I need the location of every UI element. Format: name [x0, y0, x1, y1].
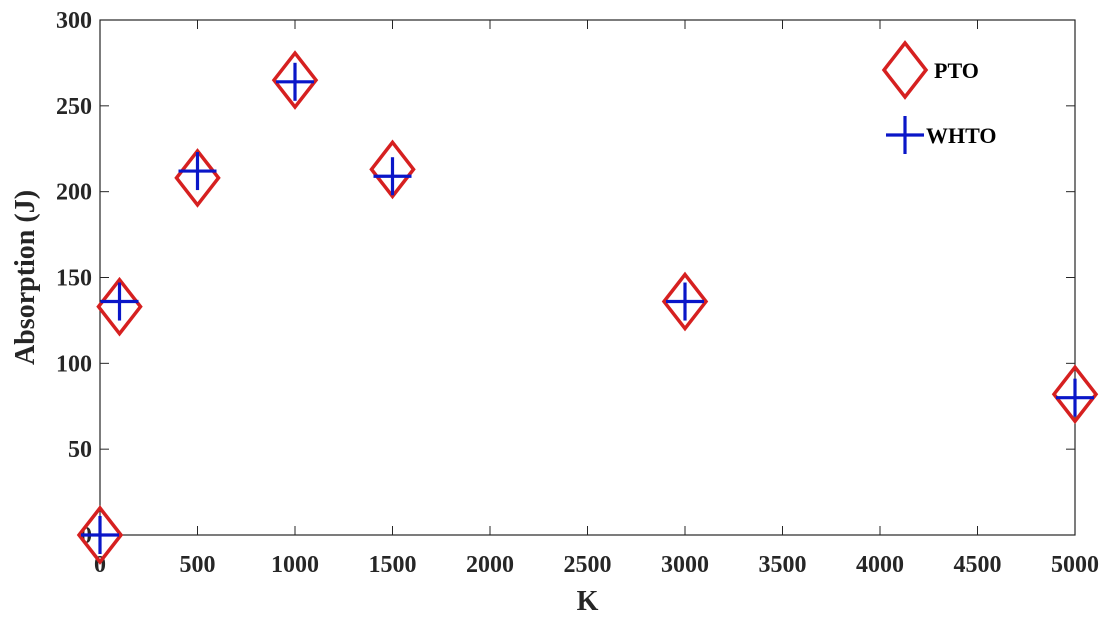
data-point-pto: [1051, 364, 1099, 425]
x-tick-label: 2000: [466, 552, 514, 578]
data-point-whto: [1056, 378, 1094, 417]
y-tick-label: 100: [56, 351, 92, 377]
plot-area-border: [99, 19, 1076, 536]
data-point-whto: [178, 152, 217, 191]
legend: PTO WHTO: [881, 40, 997, 154]
data-point-whto: [81, 516, 119, 554]
legend-label: WHTO: [926, 123, 997, 148]
legend-item-whto: WHTO: [886, 116, 997, 154]
legend-label: PTO: [934, 58, 979, 83]
x-tick-label: 1000: [271, 552, 319, 578]
x-axis-ticks: 0 500 1000 1500 2000 2500 3000 3500 4000 4500 5000: [94, 20, 1099, 578]
x-tick-label: 1500: [369, 552, 417, 578]
y-axis-label: Absorption (J): [10, 190, 41, 365]
x-tick-label: 3500: [759, 552, 807, 578]
x-tick-label: 500: [180, 552, 216, 578]
data-point-pto: [96, 276, 143, 337]
x-tick-label: 4000: [856, 552, 904, 578]
x-tick-label: 4500: [954, 552, 1002, 578]
y-tick-label: 200: [56, 180, 92, 206]
y-tick-label: 50: [68, 437, 92, 463]
data-point-whto: [276, 62, 314, 101]
y-tick-label: 150: [56, 266, 92, 292]
axes-frame: [99, 19, 1076, 536]
data-point-whto: [373, 157, 412, 196]
data-point-pto: [76, 505, 124, 565]
x-axis-label: K: [577, 586, 599, 617]
data-point-whto: [100, 282, 139, 321]
data-point-pto: [271, 50, 319, 110]
x-tick-label: 3000: [661, 552, 709, 578]
data-point-pto: [174, 148, 221, 208]
data-point-pto: [369, 139, 416, 200]
legend-item-pto: PTO: [881, 40, 979, 100]
data-point-pto: [661, 271, 709, 332]
legend-marker-plus: [886, 116, 924, 154]
series-pto: [76, 50, 1099, 565]
legend-marker-diamond: [881, 40, 929, 100]
data-point-whto: [666, 282, 704, 321]
y-tick-label: 300: [56, 8, 92, 34]
y-tick-label: 250: [56, 94, 92, 120]
x-tick-label: 2500: [564, 552, 612, 578]
x-tick-label: 5000: [1051, 552, 1099, 578]
data-series: [76, 50, 1099, 565]
series-whto: [81, 62, 1094, 554]
